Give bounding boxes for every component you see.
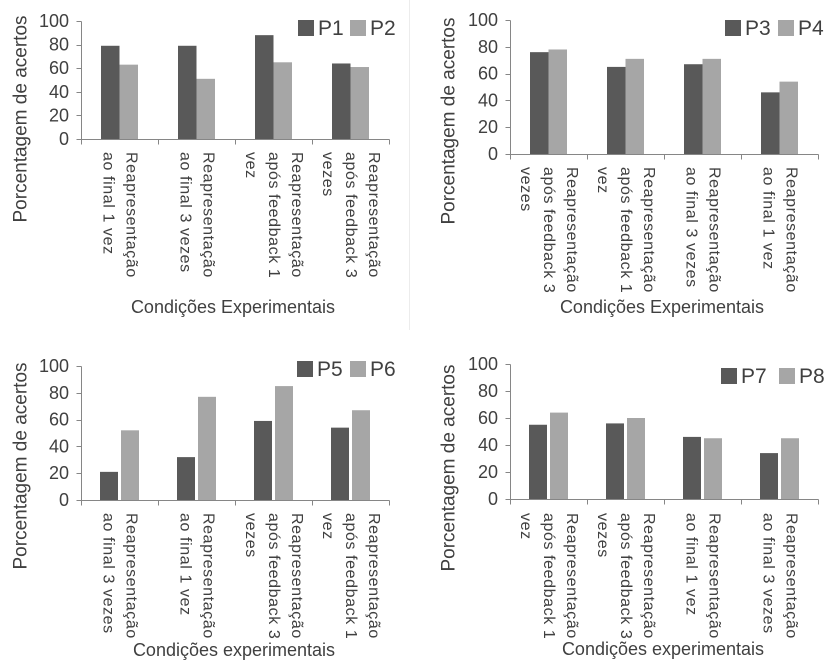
legend-swatch-p1 bbox=[298, 20, 314, 36]
bar-p2-cat2 bbox=[196, 78, 215, 139]
bar-p8-cat1 bbox=[550, 412, 568, 499]
bar-p5-cat1 bbox=[100, 471, 118, 500]
legend-label-p6: P6 bbox=[370, 358, 396, 381]
bar-p3-cat2 bbox=[607, 66, 626, 154]
bar-p7-cat1 bbox=[529, 424, 547, 499]
y-tick-label: 0 bbox=[59, 490, 69, 510]
y-tick-label: 80 bbox=[478, 381, 498, 401]
y-tick-label: 80 bbox=[49, 383, 69, 403]
bar-p4-cat4 bbox=[779, 81, 798, 154]
y-tick-label: 40 bbox=[49, 82, 69, 102]
chart-panel-1: 0 20 40 60 80 100 P1 P2 Porcentagem de acertos Co… bbox=[11, 11, 396, 317]
y-axis-title: Porcentagem de acertos bbox=[439, 364, 460, 571]
y-tick-label: 80 bbox=[49, 35, 69, 55]
bar-p5-cat3 bbox=[254, 420, 272, 500]
chart-panel-3: 0 20 40 60 80 100 P5 P6 Porcentagem de acertos Co… bbox=[11, 356, 396, 660]
y-tick-label: 60 bbox=[49, 410, 69, 430]
y-tick-label: 80 bbox=[478, 37, 498, 57]
legend-swatch-p2 bbox=[350, 20, 366, 36]
legend-swatch-p8 bbox=[779, 368, 795, 384]
chart-panel-2: 0 20 40 60 80 100 P3 P4 Porcentagem de acertos Co… bbox=[439, 10, 825, 317]
legend-swatch-p3 bbox=[725, 20, 741, 36]
bar-p4-cat3 bbox=[702, 58, 721, 154]
bar-p1-cat1 bbox=[101, 45, 120, 139]
bar-p6-cat1 bbox=[121, 430, 139, 500]
legend-label-p2: P2 bbox=[370, 17, 396, 40]
y-tick-label: 60 bbox=[478, 64, 498, 84]
chart-panel-4: 0 20 40 60 80 100 P7 P8 Porcentagem de acertos Co… bbox=[439, 354, 825, 659]
bar-p3-cat3 bbox=[684, 64, 703, 154]
y-tick-label: 40 bbox=[478, 435, 498, 455]
y-tick-label: 60 bbox=[49, 58, 69, 78]
y-tick-label: 0 bbox=[59, 129, 69, 149]
bar-p1-cat2 bbox=[178, 45, 197, 139]
x-axis-title: Condições experimentais bbox=[133, 640, 335, 660]
bar-p6-cat4 bbox=[352, 410, 370, 500]
y-tick-label: 100 bbox=[39, 11, 69, 31]
y-axis-title: Porcentagem de acertos bbox=[439, 17, 460, 224]
legend-label-p1: P1 bbox=[318, 17, 344, 40]
legend-label-p7: P7 bbox=[741, 365, 767, 388]
y-tick-label: 40 bbox=[478, 90, 498, 110]
legend-label-p8: P8 bbox=[799, 365, 825, 388]
y-axis-title: Porcentagem de acertos bbox=[11, 15, 32, 222]
y-tick-label: 40 bbox=[49, 436, 69, 456]
legend-swatch-p4 bbox=[778, 20, 794, 36]
bar-p6-cat2 bbox=[198, 396, 216, 500]
y-tick-label: 20 bbox=[478, 462, 498, 482]
bar-p8-cat2 bbox=[627, 418, 645, 499]
bar-p5-cat2 bbox=[177, 457, 195, 500]
bar-p6-cat3 bbox=[275, 386, 293, 500]
bar-p1-cat4 bbox=[332, 63, 351, 140]
y-axis-title: Porcentagem de acertos bbox=[11, 362, 32, 569]
y-tick-label: 20 bbox=[478, 117, 498, 137]
bar-p7-cat2 bbox=[606, 423, 624, 499]
y-tick-label: 0 bbox=[488, 144, 498, 164]
bar-p7-cat3 bbox=[683, 436, 701, 499]
bar-p4-cat1 bbox=[548, 49, 567, 155]
bar-p4-cat2 bbox=[625, 58, 644, 154]
bar-p3-cat4 bbox=[761, 92, 780, 154]
bar-p2-cat3 bbox=[273, 62, 292, 139]
legend-label-p3: P3 bbox=[745, 17, 771, 40]
y-tick-label: 0 bbox=[488, 489, 498, 509]
y-tick-label: 20 bbox=[49, 105, 69, 125]
bar-p8-cat4 bbox=[781, 438, 799, 499]
x-axis-title: Condições Experimentais bbox=[560, 297, 764, 317]
y-tick-label: 20 bbox=[49, 463, 69, 483]
legend-swatch-p7 bbox=[721, 368, 737, 384]
legend-label-p4: P4 bbox=[798, 17, 824, 40]
legend-swatch-p5 bbox=[297, 361, 313, 377]
x-axis-title: Condições Experimentais bbox=[131, 297, 335, 317]
y-tick-label: 60 bbox=[478, 408, 498, 428]
bar-p3-cat1 bbox=[530, 52, 549, 154]
bar-p1-cat3 bbox=[255, 35, 274, 139]
bar-p8-cat3 bbox=[704, 438, 722, 499]
x-axis-title: Condições experimentais bbox=[562, 639, 764, 659]
bar-p2-cat1 bbox=[119, 64, 138, 139]
bar-p5-cat4 bbox=[331, 427, 349, 500]
legend-swatch-p6 bbox=[350, 361, 366, 377]
y-tick-label: 100 bbox=[468, 10, 498, 30]
legend-label-p5: P5 bbox=[317, 358, 343, 381]
y-tick-label: 100 bbox=[39, 356, 69, 376]
bar-p2-cat4 bbox=[350, 67, 369, 139]
y-tick-label: 100 bbox=[468, 354, 498, 374]
bar-p7-cat4 bbox=[760, 453, 778, 499]
